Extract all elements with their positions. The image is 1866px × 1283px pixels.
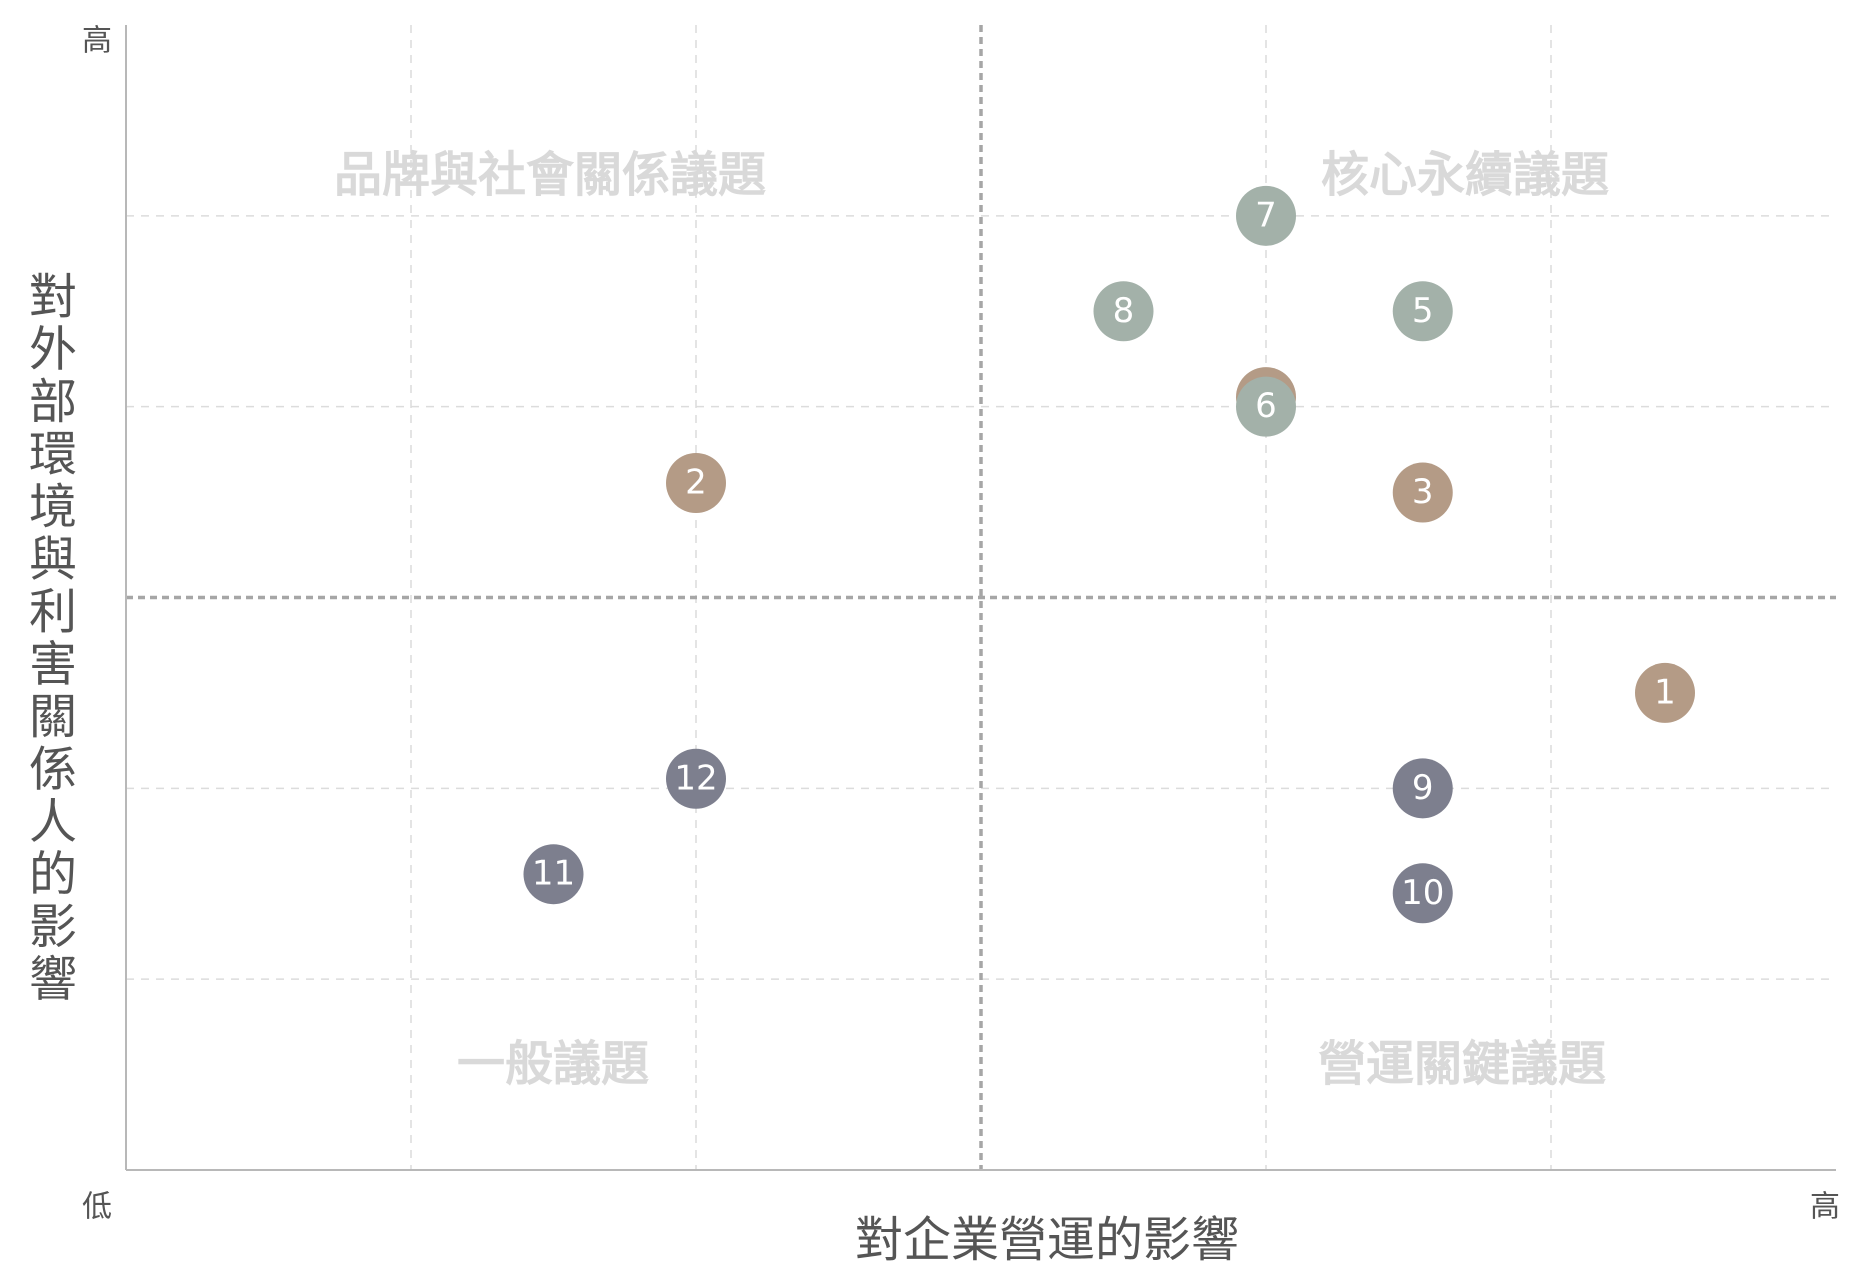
data-point-9: 9: [1392, 758, 1453, 819]
point-marker: [1093, 281, 1154, 342]
point-marker: [1236, 185, 1296, 246]
point-marker: [523, 844, 584, 905]
quadrant-label-top-left: 品牌與社會關係議題: [334, 147, 766, 203]
point-label: 1: [1654, 672, 1676, 712]
point-marker: [1236, 376, 1296, 437]
point-marker: [1392, 863, 1453, 924]
quadrant-label-bottom-left: 一般議題: [457, 1036, 649, 1092]
data-point-5: 5: [1392, 281, 1453, 342]
point-marker: [1392, 758, 1453, 819]
point-marker: [1392, 281, 1453, 342]
point-label: 6: [1255, 386, 1277, 426]
point-label: 10: [1401, 873, 1444, 913]
point-label: 11: [532, 854, 575, 894]
point-label: 3: [1412, 472, 1434, 512]
point-marker: [1635, 662, 1695, 723]
point-label: 9: [1412, 768, 1434, 808]
quadrant-labels: 品牌與社會關係議題 核心永續議題 一般議題 營運關鍵議題: [334, 147, 1609, 1092]
quadrant-label-top-right: 核心永續議題: [1321, 147, 1609, 203]
quadrant-dividers: [126, 25, 1836, 1170]
x-high-label: 高: [1810, 1190, 1840, 1225]
point-label: 8: [1113, 291, 1135, 331]
data-point-10: 10: [1392, 863, 1453, 924]
data-points: 123456789101112: [523, 185, 1695, 924]
point-label: 5: [1412, 291, 1434, 331]
y-axis-title: 對外部環境與利害關係人的影響: [29, 269, 77, 1008]
quadrant-label-bottom-right: 營運關鍵議題: [1318, 1036, 1606, 1092]
data-point-11: 11: [523, 844, 584, 905]
point-label: 12: [674, 758, 717, 798]
point-label: 2: [685, 463, 707, 503]
point-marker: [1392, 462, 1453, 523]
data-point-8: 8: [1093, 281, 1154, 342]
data-point-6: 6: [1236, 376, 1296, 437]
axis-labels: 高 低 高 對企業營運的影響 對外部環境與利害關係人的影響: [29, 24, 1840, 1269]
x-axis-title: 對企業營運的影響: [855, 1212, 1239, 1268]
axes: [125, 25, 1836, 1171]
point-marker: [666, 748, 726, 809]
x-low-label: 低: [82, 1190, 112, 1225]
point-label: 7: [1255, 195, 1277, 235]
data-point-3: 3: [1392, 462, 1453, 523]
data-point-7: 7: [1236, 185, 1296, 246]
data-point-12: 12: [666, 748, 726, 809]
data-point-1: 1: [1635, 662, 1695, 723]
y-high-label: 高: [82, 24, 112, 59]
point-marker: [666, 453, 726, 513]
data-point-2: 2: [666, 453, 726, 513]
